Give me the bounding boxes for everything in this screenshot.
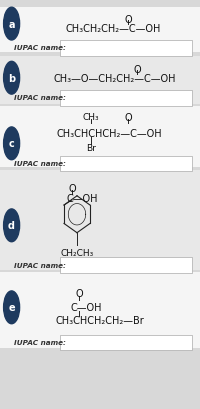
Text: O: O [124, 15, 132, 25]
Text: a: a [8, 20, 15, 29]
Text: O: O [75, 289, 83, 299]
Text: Br: Br [86, 143, 96, 152]
Circle shape [4, 8, 20, 41]
Text: IUPAC name:: IUPAC name: [14, 161, 66, 166]
FancyBboxPatch shape [0, 273, 200, 348]
FancyBboxPatch shape [60, 335, 192, 351]
Text: d: d [8, 221, 15, 231]
Text: CH₃CH₂CH₂—C—OH: CH₃CH₂CH₂—C—OH [65, 24, 161, 34]
FancyBboxPatch shape [60, 91, 192, 106]
Text: IUPAC name:: IUPAC name: [14, 95, 66, 101]
FancyBboxPatch shape [0, 107, 200, 168]
Circle shape [4, 291, 20, 324]
Text: CH₂CH₃: CH₂CH₃ [60, 248, 94, 257]
Circle shape [4, 128, 20, 160]
FancyBboxPatch shape [60, 156, 192, 172]
Text: O: O [124, 112, 132, 122]
Text: O: O [133, 65, 141, 74]
FancyBboxPatch shape [60, 258, 192, 273]
Text: C—OH: C—OH [70, 303, 102, 312]
Text: CH₃: CH₃ [83, 113, 99, 122]
Text: IUPAC name:: IUPAC name: [14, 45, 66, 51]
Text: IUPAC name:: IUPAC name: [14, 262, 66, 268]
Text: O: O [68, 183, 76, 193]
Circle shape [4, 62, 20, 95]
FancyBboxPatch shape [60, 41, 192, 56]
FancyBboxPatch shape [0, 56, 200, 104]
Text: e: e [8, 303, 15, 312]
Text: CH₃CHCH₂CH₂—Br: CH₃CHCH₂CH₂—Br [56, 315, 144, 325]
Text: b: b [8, 74, 15, 83]
Text: C—OH: C—OH [67, 194, 98, 204]
Text: IUPAC name:: IUPAC name: [14, 339, 66, 345]
Circle shape [4, 209, 20, 242]
FancyBboxPatch shape [0, 171, 200, 270]
Text: CH₃CHCHCH₂—C—OH: CH₃CHCHCH₂—C—OH [56, 129, 162, 139]
Text: CH₃—O—CH₂CH₂—C—OH: CH₃—O—CH₂CH₂—C—OH [54, 74, 176, 83]
FancyBboxPatch shape [0, 8, 200, 53]
Text: c: c [9, 139, 14, 149]
